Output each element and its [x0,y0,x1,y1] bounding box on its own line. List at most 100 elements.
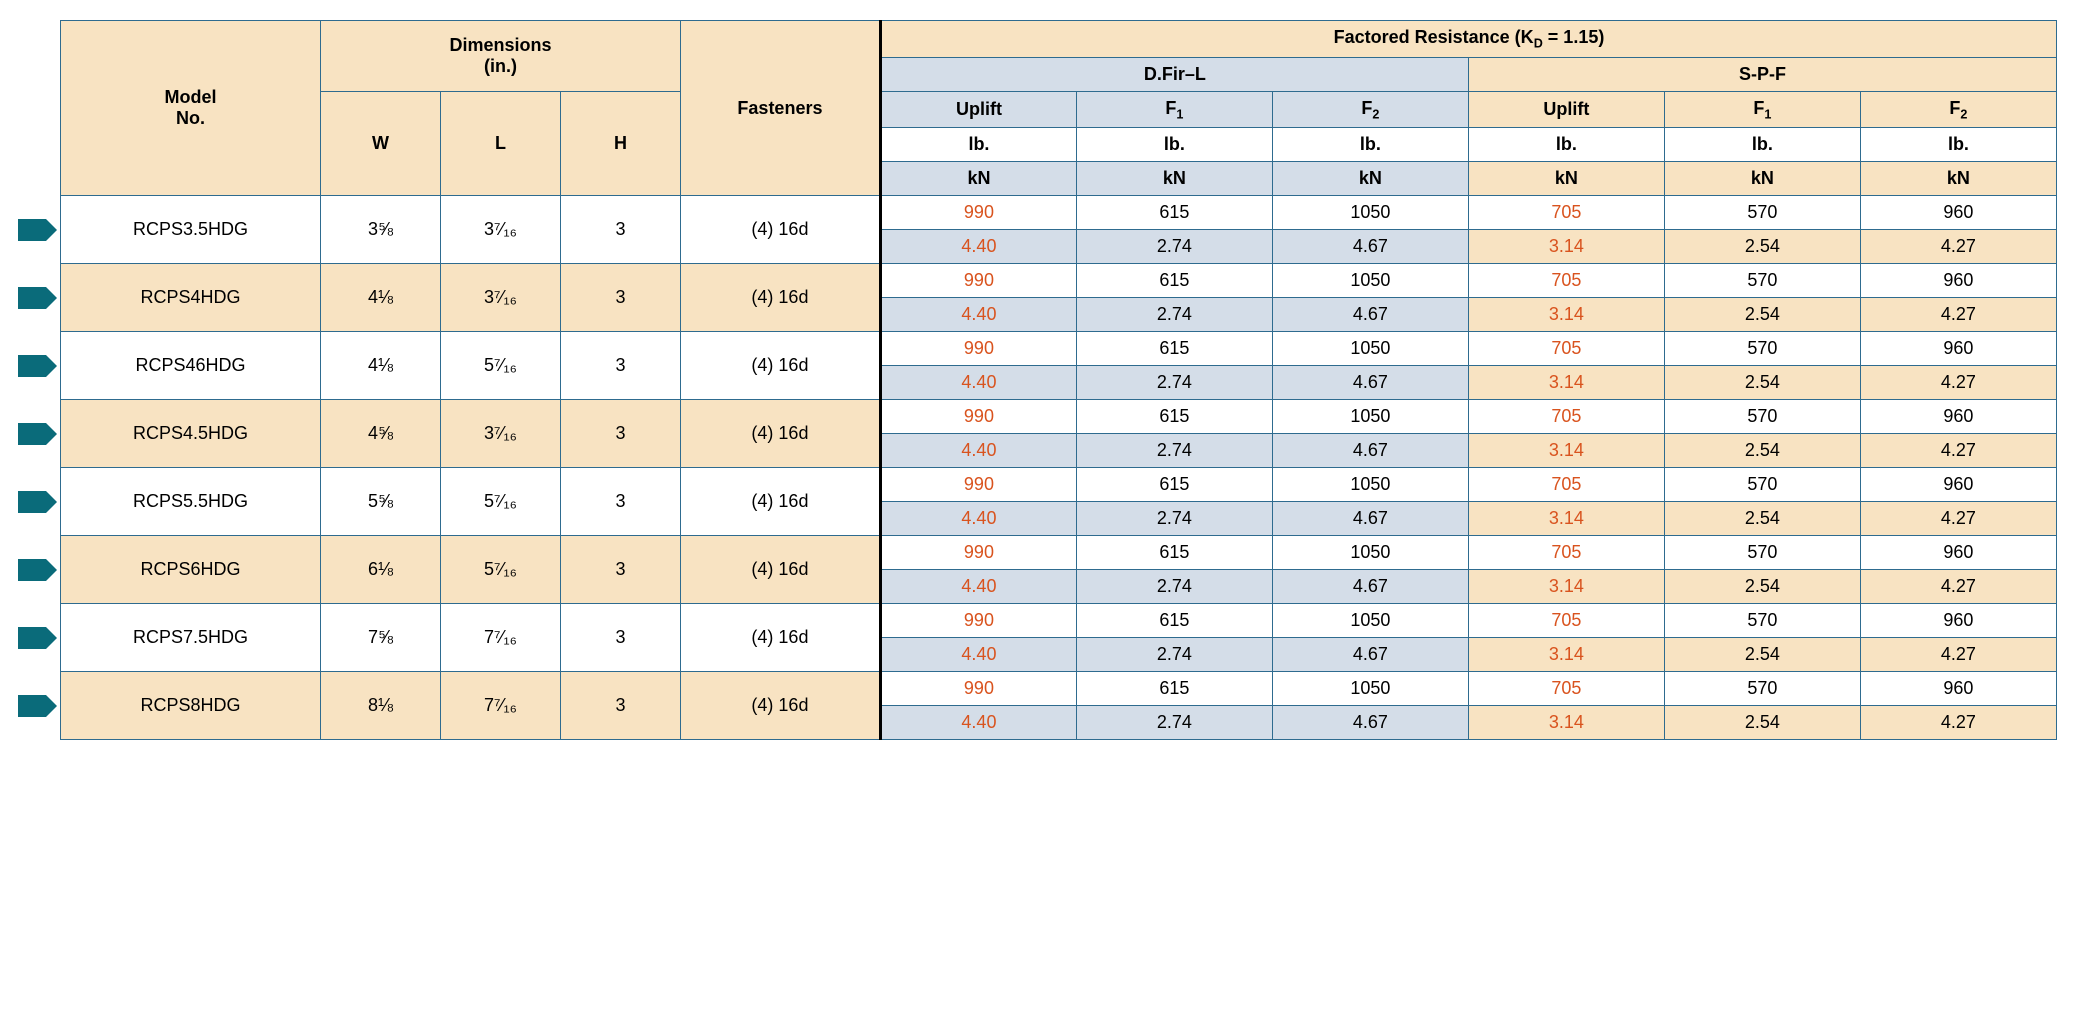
row-marker-icon [18,695,46,717]
cell-spf-f1-kn: 2.54 [1664,570,1860,604]
cell-spf-f2-kn: 4.27 [1860,638,2056,672]
cell-h: 3 [560,468,680,536]
cell-dfir-f1-lb: 615 [1076,604,1272,638]
hdr-lb: lb. [1664,128,1860,162]
cell-dfir-f2-lb: 1050 [1272,264,1468,298]
cell-dfir-uplift-kn: 4.40 [880,434,1076,468]
cell-dfir-f1-lb: 615 [1076,468,1272,502]
cell-l: 3⁷⁄₁₆ [440,196,560,264]
table-row: RCPS8HDG8⅛7⁷⁄₁₆3(4) 16d99061510507055709… [61,672,2057,706]
cell-model: RCPS3.5HDG [61,196,321,264]
cell-h: 3 [560,196,680,264]
hdr-dfir: D.Fir–L [880,57,1468,91]
cell-spf-f1-kn: 2.54 [1664,230,1860,264]
cell-spf-f1-lb: 570 [1664,196,1860,230]
hdr-dimensions: Dimensions (in.) [321,21,681,92]
cell-dfir-uplift-kn: 4.40 [880,502,1076,536]
cell-spf-f1-lb: 570 [1664,264,1860,298]
row-marker-icon [18,219,46,241]
table-row: RCPS3.5HDG3⅝3⁷⁄₁₆3(4) 16d990615105070557… [61,196,2057,230]
row-marker-icon [18,627,46,649]
cell-dfir-uplift-kn: 4.40 [880,706,1076,740]
cell-dfir-f2-lb: 1050 [1272,196,1468,230]
cell-model: RCPS7.5HDG [61,604,321,672]
cell-dfir-f2-kn: 4.67 [1272,638,1468,672]
cell-w: 8⅛ [321,672,441,740]
cell-w: 4⅛ [321,264,441,332]
cell-dfir-f1-lb: 615 [1076,536,1272,570]
hdr-kn: kN [1860,162,2056,196]
cell-l: 3⁷⁄₁₆ [440,264,560,332]
cell-model: RCPS4.5HDG [61,400,321,468]
cell-dfir-f1-lb: 615 [1076,332,1272,366]
cell-spf-f2-lb: 960 [1860,332,2056,366]
hdr-dfir-f1: F1 [1076,91,1272,128]
cell-spf-f1-kn: 2.54 [1664,638,1860,672]
cell-dfir-f2-kn: 4.67 [1272,570,1468,604]
table-row: RCPS4.5HDG4⅝3⁷⁄₁₆3(4) 16d990615105070557… [61,400,2057,434]
cell-spf-uplift-lb: 705 [1468,604,1664,638]
cell-dfir-uplift-lb: 990 [880,536,1076,570]
cell-dfir-f1-kn: 2.74 [1076,434,1272,468]
cell-spf-f2-kn: 4.27 [1860,298,2056,332]
cell-spf-uplift-lb: 705 [1468,400,1664,434]
cell-w: 3⅝ [321,196,441,264]
cell-w: 5⅝ [321,468,441,536]
row-marker-icon [18,355,46,377]
hdr-lb: lb. [1076,128,1272,162]
cell-dfir-f2-lb: 1050 [1272,536,1468,570]
cell-dfir-f2-kn: 4.67 [1272,434,1468,468]
cell-dfir-f1-lb: 615 [1076,196,1272,230]
table-row: RCPS7.5HDG7⅝7⁷⁄₁₆3(4) 16d990615105070557… [61,604,2057,638]
table-row: RCPS4HDG4⅛3⁷⁄₁₆3(4) 16d99061510507055709… [61,264,2057,298]
cell-spf-f1-kn: 2.54 [1664,706,1860,740]
cell-spf-f2-lb: 960 [1860,400,2056,434]
cell-spf-f1-lb: 570 [1664,332,1860,366]
cell-spf-f2-kn: 4.27 [1860,366,2056,400]
cell-spf-f1-lb: 570 [1664,672,1860,706]
cell-spf-f1-lb: 570 [1664,400,1860,434]
cell-dfir-uplift-kn: 4.40 [880,638,1076,672]
cell-l: 5⁷⁄₁₆ [440,536,560,604]
hdr-dfir-uplift: Uplift [880,91,1076,128]
cell-dfir-uplift-lb: 990 [880,264,1076,298]
cell-model: RCPS4HDG [61,264,321,332]
cell-spf-uplift-lb: 705 [1468,264,1664,298]
cell-dfir-f2-kn: 4.67 [1272,706,1468,740]
cell-dfir-f1-kn: 2.74 [1076,570,1272,604]
hdr-dfir-f2: F2 [1272,91,1468,128]
hdr-lb: lb. [1860,128,2056,162]
cell-fasteners: (4) 16d [680,468,880,536]
cell-model: RCPS6HDG [61,536,321,604]
cell-dfir-uplift-lb: 990 [880,468,1076,502]
cell-spf-uplift-kn: 3.14 [1468,502,1664,536]
hdr-kn: kN [1468,162,1664,196]
cell-spf-uplift-kn: 3.14 [1468,298,1664,332]
hdr-spf-f1: F1 [1664,91,1860,128]
cell-spf-f2-kn: 4.27 [1860,706,2056,740]
hdr-lb: lb. [1468,128,1664,162]
hdr-l: L [440,91,560,196]
cell-dfir-f1-kn: 2.74 [1076,502,1272,536]
cell-spf-uplift-lb: 705 [1468,468,1664,502]
hdr-spf-uplift: Uplift [1468,91,1664,128]
cell-spf-f2-lb: 960 [1860,196,2056,230]
cell-l: 5⁷⁄₁₆ [440,468,560,536]
hdr-fasteners: Fasteners [680,21,880,196]
cell-dfir-f1-kn: 2.74 [1076,366,1272,400]
cell-dfir-uplift-lb: 990 [880,332,1076,366]
cell-dfir-f1-kn: 2.74 [1076,638,1272,672]
cell-spf-f2-kn: 4.27 [1860,230,2056,264]
cell-fasteners: (4) 16d [680,196,880,264]
cell-spf-f2-kn: 4.27 [1860,570,2056,604]
cell-dfir-f1-kn: 2.74 [1076,230,1272,264]
cell-spf-f2-lb: 960 [1860,468,2056,502]
cell-dfir-uplift-kn: 4.40 [880,366,1076,400]
cell-spf-uplift-lb: 705 [1468,332,1664,366]
cell-fasteners: (4) 16d [680,400,880,468]
hdr-lb: lb. [1272,128,1468,162]
cell-dfir-uplift-lb: 990 [880,672,1076,706]
cell-dfir-uplift-lb: 990 [880,400,1076,434]
cell-dfir-f2-lb: 1050 [1272,332,1468,366]
cell-spf-f2-lb: 960 [1860,536,2056,570]
